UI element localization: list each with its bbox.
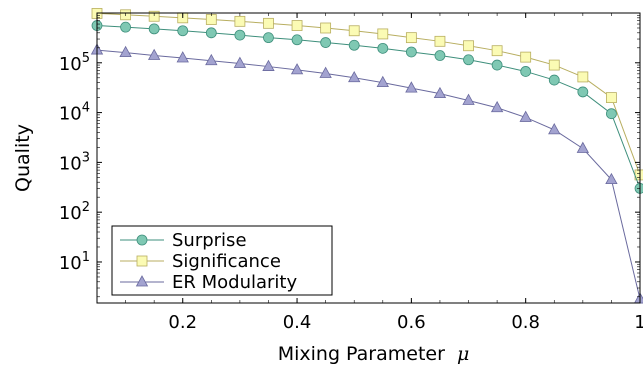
data-point bbox=[606, 108, 617, 120]
data-point bbox=[148, 10, 160, 22]
data-point bbox=[434, 35, 446, 47]
y-tick-exponent: 3 bbox=[82, 150, 90, 165]
data-point bbox=[348, 25, 360, 37]
data-point bbox=[576, 141, 590, 153]
y-tick-exponent: 5 bbox=[82, 51, 90, 66]
data-point bbox=[262, 59, 275, 71]
data-point bbox=[577, 86, 589, 98]
data-point bbox=[319, 66, 332, 78]
y-tick-label: 105 bbox=[59, 51, 90, 75]
data-point bbox=[520, 66, 532, 77]
data-point bbox=[234, 15, 246, 27]
legend-entry: Surprise bbox=[120, 230, 247, 251]
data-point bbox=[463, 54, 474, 66]
data-point bbox=[263, 17, 274, 29]
data-point bbox=[405, 46, 417, 58]
y-tick-label: 101 bbox=[59, 250, 90, 274]
data-point bbox=[633, 292, 643, 304]
data-point bbox=[148, 23, 160, 35]
data-point bbox=[606, 92, 617, 103]
series-line bbox=[96, 49, 641, 300]
data-point bbox=[205, 53, 218, 66]
data-point bbox=[548, 74, 560, 86]
data-point bbox=[348, 39, 360, 51]
y-tick-label: 102 bbox=[59, 200, 90, 224]
data-point bbox=[405, 32, 417, 44]
legend-marker bbox=[135, 275, 149, 287]
data-point bbox=[377, 28, 389, 40]
data-point bbox=[147, 48, 161, 60]
data-point bbox=[433, 86, 447, 99]
x-tick-label: 0.8 bbox=[511, 312, 540, 333]
y-tick-exponent: 1 bbox=[82, 250, 90, 265]
y-tick-label: 104 bbox=[59, 101, 90, 125]
y-tick-base: 10 bbox=[59, 54, 82, 75]
x-tick-label: 0.6 bbox=[397, 312, 426, 333]
x-axis-title: Mixing Parameter μ bbox=[278, 343, 470, 365]
x-tick-label: 0.2 bbox=[168, 312, 197, 333]
y-axis-title: Quality bbox=[12, 124, 34, 192]
data-point bbox=[548, 123, 561, 135]
legend-entry: ER Modularity bbox=[120, 272, 297, 293]
data-point bbox=[405, 81, 418, 93]
data-point bbox=[462, 93, 475, 105]
plot-frame bbox=[96, 12, 641, 304]
data-point bbox=[605, 172, 618, 185]
series-surprise bbox=[91, 20, 643, 194]
data-point bbox=[233, 56, 247, 68]
series-significance bbox=[91, 8, 643, 181]
x-axis-title-text: Mixing Parameter bbox=[278, 343, 445, 365]
data-point bbox=[434, 50, 446, 61]
y-tick-base: 10 bbox=[59, 253, 82, 274]
x-tick-label: 1 bbox=[634, 312, 643, 333]
data-point bbox=[490, 100, 504, 113]
data-point bbox=[291, 34, 303, 46]
data-point bbox=[120, 21, 131, 33]
data-point bbox=[263, 32, 274, 44]
y-tick-exponent: 2 bbox=[82, 200, 90, 215]
data-point bbox=[176, 51, 189, 63]
data-point bbox=[377, 42, 389, 54]
legend-marker bbox=[136, 255, 148, 267]
data-point bbox=[320, 37, 332, 48]
legend-label: Significance bbox=[172, 251, 281, 272]
y-tick-base: 10 bbox=[59, 203, 82, 224]
data-point bbox=[491, 59, 503, 71]
data-point bbox=[177, 25, 189, 37]
legend-label: Surprise bbox=[172, 230, 247, 251]
y-tick-base: 10 bbox=[59, 104, 82, 125]
y-tick-base: 10 bbox=[59, 153, 82, 174]
data-point bbox=[491, 45, 503, 57]
data-point bbox=[548, 59, 560, 71]
legend-label: ER Modularity bbox=[172, 272, 297, 293]
data-point bbox=[348, 70, 361, 83]
series-layer bbox=[90, 8, 643, 304]
x-tick-label: 0.4 bbox=[283, 312, 312, 333]
data-point bbox=[290, 63, 304, 75]
legend-marker bbox=[136, 234, 148, 246]
data-point bbox=[577, 71, 589, 83]
data-point bbox=[519, 110, 532, 122]
y-tick-exponent: 4 bbox=[82, 101, 90, 116]
y-tick-label: 103 bbox=[59, 150, 90, 174]
data-point bbox=[463, 40, 474, 52]
data-point bbox=[205, 27, 217, 39]
x-axis-title-symbol: μ bbox=[457, 343, 469, 365]
legend-entry: Significance bbox=[120, 251, 281, 272]
series-line bbox=[96, 12, 641, 176]
data-point bbox=[119, 45, 132, 58]
data-point bbox=[291, 20, 303, 31]
data-point bbox=[205, 14, 217, 25]
data-point bbox=[376, 75, 389, 88]
data-point bbox=[234, 29, 246, 41]
data-point bbox=[520, 51, 532, 63]
data-point bbox=[320, 22, 332, 34]
series-er-modularity bbox=[90, 43, 643, 304]
series-line bbox=[96, 25, 641, 189]
